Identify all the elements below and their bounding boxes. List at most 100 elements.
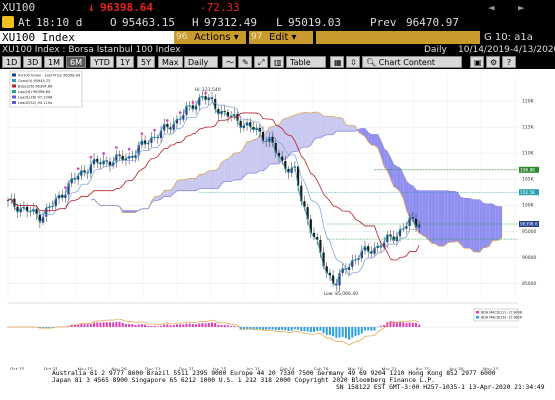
period-max-button[interactable]: Max: [158, 56, 183, 68]
scale-icon[interactable]: ⇳: [346, 56, 360, 68]
macd-histogram-bar: [341, 327, 344, 337]
macd-histogram-bar: [265, 327, 268, 330]
macd-histogram-bar: [373, 327, 376, 331]
candle-body: [143, 140, 147, 145]
macd-histogram-bar: [332, 327, 335, 337]
legend-swatch: [12, 84, 16, 88]
macd-histogram-bar: [322, 327, 325, 334]
candle-body: [26, 206, 29, 212]
period-1d-button[interactable]: 1D: [2, 56, 22, 68]
menu-spacer: [316, 31, 480, 44]
cloud-segment: [342, 118, 346, 132]
next-security-icon[interactable]: ►: [518, 1, 525, 14]
candle-body: [325, 266, 328, 273]
cloud-segment: [457, 192, 461, 245]
macd-histogram-bar: [137, 324, 140, 327]
candle-body: [379, 245, 383, 248]
cloud-segment: [282, 118, 286, 161]
security-input[interactable]: XU100 Index: [0, 31, 175, 44]
macd-histogram-bar: [188, 323, 191, 327]
candle-body: [175, 118, 179, 124]
candle-body: [226, 112, 230, 117]
candle-body: [124, 158, 128, 161]
ticker-symbol: XU100: [2, 1, 36, 14]
cloud-segment: [396, 166, 401, 192]
candle-body: [96, 158, 99, 163]
period-ytd-button[interactable]: YTD: [90, 56, 114, 68]
prev-security-icon[interactable]: ◄: [488, 1, 495, 14]
chart-content-button[interactable]: 🔍︎ Chart Content: [362, 56, 462, 68]
candle-body: [322, 252, 325, 267]
settings-icon[interactable]: ⚙: [486, 56, 500, 68]
candle-body: [370, 251, 373, 254]
macd-legend-box: [473, 308, 519, 322]
period-5y-button[interactable]: 5Y: [137, 56, 155, 68]
period-6m-button[interactable]: 6M: [66, 56, 86, 68]
macd-histogram-bar: [249, 327, 252, 330]
quote-time: 18:10 d: [36, 16, 83, 29]
date-range[interactable]: 10/14/2019-4/13/2020: [458, 45, 555, 55]
macd-histogram-bar: [271, 327, 274, 330]
macd-histogram-bar: [99, 322, 102, 327]
candle-body: [45, 207, 48, 217]
actions-menu[interactable]: 96 Actions ▾: [174, 31, 246, 44]
macd-histogram-bar: [131, 324, 134, 327]
signal-marker: [89, 155, 93, 159]
line-style-icon[interactable]: 〜: [222, 56, 236, 68]
down-arrow-icon: ↓: [88, 1, 95, 14]
title-row: XU100 Index : Borsa Istanbul 100 Index D…: [0, 45, 555, 56]
signal-marker: [166, 119, 169, 122]
bloomberg-logo-icon: [2, 16, 14, 28]
candle-body: [172, 123, 175, 130]
ticker-row: XU100 ↓ 96398.64 -72.33 ◄ ►: [0, 0, 555, 15]
save-icon[interactable]: ▣: [470, 56, 484, 68]
cloud-segment: [422, 190, 426, 237]
zoom-icon[interactable]: ⤢: [254, 56, 268, 68]
candle-body: [319, 239, 322, 253]
base-line: [7, 112, 420, 261]
macd-histogram-bar: [277, 327, 280, 331]
period-3d-button[interactable]: 3D: [23, 56, 43, 68]
command-row: XU100 Index 96 Actions ▾ 97 Edit ▾ G 10:…: [0, 30, 555, 45]
chart-panel[interactable]: Hi: 121,540 Low: 85,066.40 120K 115K 110K 10…: [0, 69, 555, 380]
cloud-segment: [125, 210, 130, 213]
frequency-dropdown[interactable]: Daily ▾: [184, 56, 218, 79]
last-price: 96398.64: [100, 1, 153, 14]
cloud-segment: [304, 112, 308, 148]
table-button[interactable]: Table: [286, 56, 326, 68]
candle-body: [77, 175, 80, 180]
period-1y-button[interactable]: 1Y: [116, 56, 134, 68]
candle-body: [64, 194, 67, 199]
cloud-segment: [326, 116, 330, 135]
high-label: H: [192, 16, 199, 29]
macd-histogram-bar: [217, 324, 220, 327]
candle-body: [80, 170, 83, 176]
y-tick-label: 105K: [522, 177, 535, 183]
candle-body: [207, 97, 210, 101]
legend-entry: Lag(26) 96398.64: [18, 90, 51, 94]
net-change: -72.33: [200, 1, 240, 14]
cloud-segment: [486, 203, 490, 248]
macd-line: [8, 318, 420, 346]
candle-body: [268, 136, 271, 142]
candle-body: [121, 155, 124, 161]
edit-menu-label: Edit ▾: [269, 32, 297, 43]
help-icon[interactable]: ?: [502, 56, 516, 68]
candle-body: [169, 127, 172, 130]
y-tick-label: 95000: [522, 229, 536, 235]
cloud-segment: [196, 174, 200, 191]
annotation-icon[interactable]: ✎: [238, 56, 252, 68]
period-1m-button[interactable]: 1M: [44, 56, 64, 68]
cloud-segment: [467, 198, 471, 249]
candle-body: [198, 97, 201, 106]
candle-body: [230, 115, 233, 117]
grid-icon[interactable]: ▦: [330, 56, 344, 68]
edit-menu[interactable]: 97 Edit ▾: [249, 31, 313, 44]
candle-body: [328, 272, 332, 276]
candle-body: [367, 246, 370, 252]
cloud-segment: [358, 128, 362, 135]
macd-histogram-bar: [281, 327, 284, 330]
cloud-segment: [224, 159, 228, 182]
cloud-segment: [454, 191, 458, 243]
bars-icon[interactable]: ▥: [270, 56, 284, 68]
